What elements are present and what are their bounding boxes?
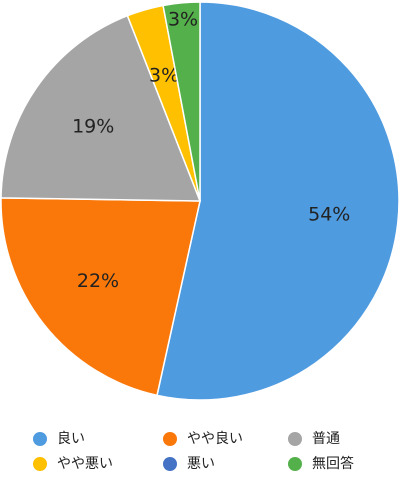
data-label: 3% [149, 65, 179, 87]
legend-marker [163, 432, 177, 446]
legend-label: 悪い [187, 456, 215, 472]
legend-label: 無回答 [312, 455, 354, 472]
pie-slice [0, 14, 202, 202]
data-label: 19% [72, 115, 114, 137]
legend-marker [33, 457, 47, 471]
legend-marker [288, 457, 302, 471]
legend-label: 普通 [312, 431, 340, 447]
legend-marker [163, 457, 177, 471]
legend-label: 良い [57, 431, 85, 447]
legend-label: やや悪い [57, 456, 113, 472]
data-label: 22% [77, 270, 119, 292]
legend-marker [288, 432, 302, 446]
legend-marker [33, 432, 47, 446]
legend-label: やや良い [187, 431, 243, 447]
data-label: 3% [168, 8, 198, 30]
pie-slice [156, 1, 400, 401]
pie-slice [162, 1, 201, 202]
pie-slice [0, 197, 201, 397]
data-label: 54% [308, 204, 350, 226]
